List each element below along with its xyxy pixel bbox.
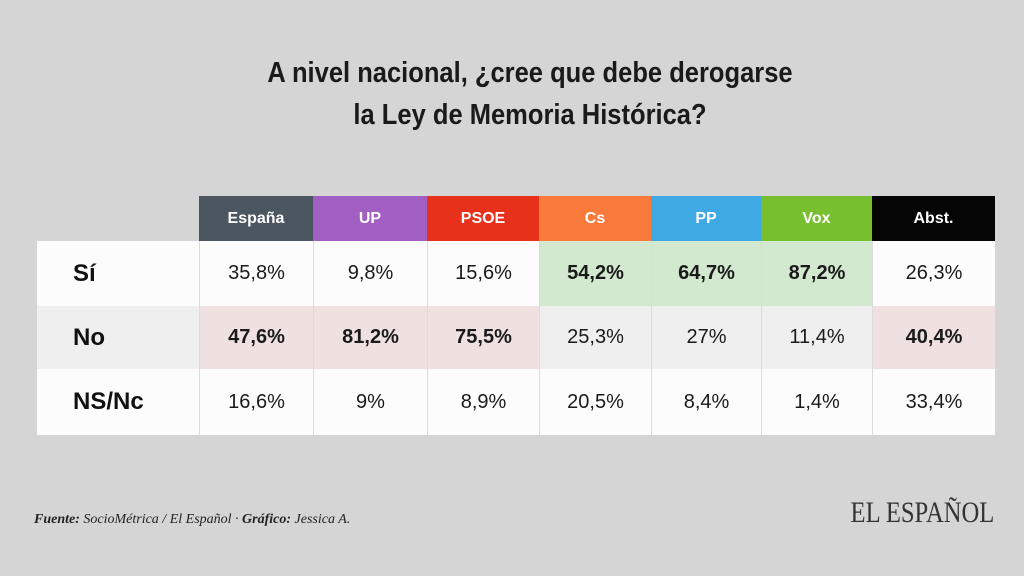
table-cell: 27% bbox=[651, 306, 761, 369]
source-label: Fuente: bbox=[34, 512, 80, 527]
table-cell: 47,6% bbox=[199, 306, 313, 369]
title-line-1: A nivel nacional, ¿cree que debe derogar… bbox=[267, 57, 793, 89]
el-espanol-logo: EL ESPAÑOL bbox=[850, 496, 994, 529]
row-label: Sí bbox=[37, 241, 199, 306]
column-header: Cs bbox=[539, 196, 651, 241]
table-cell: 25,3% bbox=[539, 306, 651, 369]
table-cell: 54,2% bbox=[539, 241, 651, 306]
row-label: NS/Nc bbox=[37, 369, 199, 435]
table-cell: 1,4% bbox=[761, 369, 872, 435]
table-cell: 20,5% bbox=[539, 369, 651, 435]
credit-label: Gráfico: bbox=[242, 512, 292, 527]
table-cell: 87,2% bbox=[761, 241, 872, 306]
source-text: SocioMétrica / El Español · bbox=[79, 512, 243, 527]
table-cell: 15,6% bbox=[427, 241, 539, 306]
column-header: Vox bbox=[761, 196, 872, 241]
table-cell: 8,4% bbox=[651, 369, 761, 435]
table-cell: 11,4% bbox=[761, 306, 872, 369]
table-cell: 75,5% bbox=[427, 306, 539, 369]
table-cell: 35,8% bbox=[199, 241, 313, 306]
column-header: PSOE bbox=[427, 196, 539, 241]
column-header: PP bbox=[651, 196, 761, 241]
table-cell: 33,4% bbox=[872, 369, 995, 435]
row-label: No bbox=[37, 306, 199, 369]
column-header: UP bbox=[313, 196, 427, 241]
table-cell: 64,7% bbox=[651, 241, 761, 306]
table-cell: 9% bbox=[313, 369, 427, 435]
table-cell: 26,3% bbox=[872, 241, 995, 306]
table-cell: 8,9% bbox=[427, 369, 539, 435]
table-cell: 40,4% bbox=[872, 306, 995, 369]
title-line-2: la Ley de Memoria Histórica? bbox=[353, 99, 707, 131]
credit-text: Jessica A. bbox=[291, 512, 351, 527]
column-header: España bbox=[199, 196, 313, 241]
chart-title: A nivel nacional, ¿cree que debe derogar… bbox=[64, 52, 997, 136]
table-cell: 16,6% bbox=[199, 369, 313, 435]
footer-source: Fuente: SocioMétrica / El Español · Gráf… bbox=[34, 512, 350, 528]
table-cell: 9,8% bbox=[313, 241, 427, 306]
column-header: Abst. bbox=[872, 196, 995, 241]
table-cell: 81,2% bbox=[313, 306, 427, 369]
